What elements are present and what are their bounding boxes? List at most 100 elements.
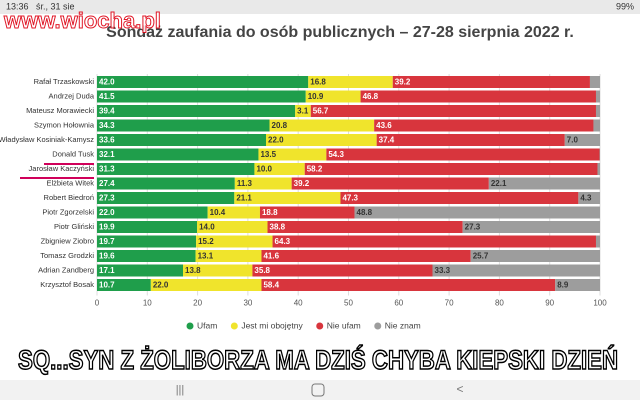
y-tick-label: Andrzej Duda (49, 91, 95, 100)
bar-segment (197, 221, 268, 233)
value-label: 39.2 (294, 179, 310, 188)
watermark: www.wiocha.pl (3, 8, 161, 33)
value-label: 58.4 (263, 281, 279, 290)
value-label: 21.1 (236, 194, 252, 203)
plot: 0 10 20 30 40 50 60 70 80 90 100 Rafał Trzaskowski 4… (0, 74, 607, 330)
x-tick-label: 30 (243, 299, 252, 308)
bar-segment (308, 76, 393, 88)
bar-segment (310, 105, 596, 117)
x-tick-label: 50 (344, 299, 353, 308)
bar-segment (593, 119, 600, 132)
y-tick-label: Piotr Gliński (54, 222, 94, 231)
value-label: 27.4 (99, 179, 115, 188)
value-label: 16.8 (310, 78, 326, 87)
y-tick-label: Krzysztof Bosak (40, 280, 94, 289)
x-tick-label: 70 (445, 299, 454, 308)
bar-segment (97, 279, 151, 291)
value-label: 41.6 (263, 252, 279, 261)
x-tick-label: 20 (193, 299, 202, 308)
bar-segment (97, 192, 235, 204)
bar-segment (97, 206, 208, 219)
x-tick-label: 80 (495, 299, 504, 308)
bar-segment (183, 264, 253, 277)
bar-segment (97, 90, 306, 103)
bar-segment (97, 250, 196, 262)
bar-segment (295, 105, 311, 117)
bar-segment (234, 177, 292, 190)
x-tick-label: 40 (294, 299, 303, 308)
value-label: 11.3 (237, 179, 253, 188)
value-label: 37.4 (379, 136, 395, 145)
bar-segment (269, 119, 375, 132)
value-label: 46.8 (363, 92, 379, 101)
bar-segment (304, 163, 598, 175)
y-tick-label: Szymon Hołownia (34, 120, 95, 129)
value-label: 47.3 (342, 194, 358, 203)
legend-swatch (230, 322, 238, 330)
value-label: 14.0 (199, 223, 215, 232)
value-label: 10.4 (210, 208, 226, 217)
bar-segment (305, 90, 361, 103)
nav-recent[interactable]: ||| (176, 384, 185, 396)
value-label: 19.7 (99, 237, 115, 246)
bar-segment (150, 279, 262, 291)
nav-home[interactable] (311, 383, 325, 397)
bar-segment (462, 221, 600, 233)
value-label: 27.3 (99, 194, 115, 203)
value-label: 22.1 (491, 179, 507, 188)
bar-segment (259, 206, 355, 219)
status-bar (0, 0, 640, 14)
value-label: 13.8 (185, 266, 201, 275)
bar-segment (595, 235, 600, 248)
bar-segment (258, 148, 327, 161)
value-label: 43.6 (376, 121, 392, 130)
bar-segment (578, 192, 600, 204)
value-label: 48.8 (357, 208, 373, 217)
y-tick-label: Rafał Trzaskowski (34, 77, 95, 86)
legend-swatch (316, 322, 324, 330)
value-label: 38.8 (270, 223, 286, 232)
value-label: 22.0 (268, 136, 284, 145)
bar-segment (97, 177, 235, 190)
value-label: 17.1 (99, 266, 115, 275)
value-label: 4.3 (580, 194, 592, 203)
value-label: 33.3 (435, 266, 451, 275)
value-label: 42.0 (99, 78, 115, 87)
bar-segment (555, 279, 600, 291)
bar-segment (597, 163, 600, 175)
bar-segment (376, 134, 565, 146)
bar-segment (261, 279, 556, 291)
bar-segment (97, 221, 198, 233)
y-tick-label: Adrian Zandberg (38, 265, 94, 274)
value-label: 13.1 (198, 252, 214, 261)
value-label: 7.0 (567, 136, 579, 145)
y-tick-label: Piotr Zgorzelski (42, 207, 94, 216)
y-tick-label: Zbigniew Ziobro (41, 236, 94, 245)
bar-segment (97, 134, 267, 146)
status-time: 13:36 (6, 1, 29, 11)
value-label: 15.2 (198, 237, 214, 246)
nav-back[interactable]: < (456, 382, 463, 396)
bar-segment (374, 119, 594, 132)
bar-segment (595, 105, 600, 117)
value-label: 31.3 (99, 165, 115, 174)
bar-segment (595, 90, 600, 103)
battery: 99% (616, 1, 634, 11)
value-label: 20.8 (272, 121, 288, 130)
y-tick-label: Tomasz Grodzki (40, 251, 94, 260)
bar-segment (97, 235, 197, 248)
bar-segment (470, 250, 600, 262)
value-label: 10.7 (99, 281, 115, 290)
y-tick-label: Robert Biedroń (44, 193, 94, 202)
value-label: 34.3 (99, 121, 115, 130)
bar-segment (564, 134, 600, 146)
legend-swatch (374, 322, 382, 330)
y-tick-label: Mateusz Morawiecki (26, 106, 94, 115)
value-label: 19.9 (99, 223, 115, 232)
bar-segment (488, 177, 600, 190)
bar-segment (266, 134, 377, 146)
x-tick-label: 100 (593, 299, 607, 308)
value-label: 33.6 (99, 136, 115, 145)
legend-label: Ufam (197, 320, 217, 330)
value-label: 22.0 (99, 208, 115, 217)
